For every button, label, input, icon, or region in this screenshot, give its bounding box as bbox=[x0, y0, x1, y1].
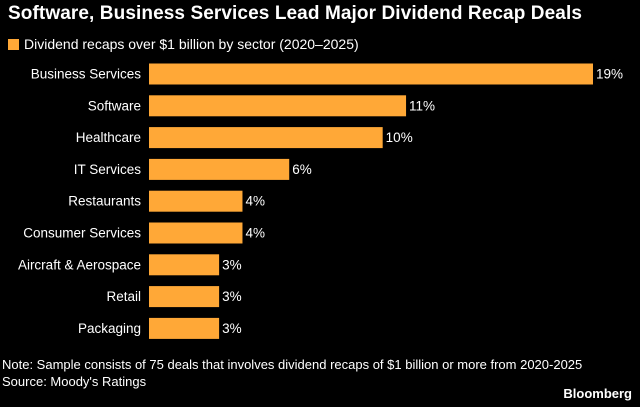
data-label: 11% bbox=[409, 98, 435, 113]
data-label: 3% bbox=[222, 321, 242, 336]
bar bbox=[149, 254, 220, 276]
legend-swatch bbox=[8, 38, 19, 50]
bar bbox=[149, 190, 243, 212]
data-label: 10% bbox=[386, 130, 413, 145]
bar bbox=[149, 222, 243, 244]
bar bbox=[149, 317, 220, 339]
category-label: Consumer Services bbox=[23, 226, 141, 241]
category-label: Aircraft & Aerospace bbox=[18, 257, 141, 272]
data-label: 6% bbox=[292, 162, 312, 177]
chart-source: Source: Moody's Ratings bbox=[2, 374, 147, 389]
bar bbox=[149, 63, 593, 85]
chart-title: Software, Business Services Lead Major D… bbox=[8, 3, 583, 24]
chart-note: Note: Sample consists of 75 deals that i… bbox=[2, 357, 583, 372]
bar bbox=[149, 158, 290, 180]
category-label: Restaurants bbox=[68, 194, 141, 209]
bar bbox=[149, 127, 383, 149]
category-label: Software bbox=[88, 98, 141, 113]
category-label: Packaging bbox=[78, 321, 141, 336]
category-label: Retail bbox=[106, 289, 141, 304]
bar bbox=[149, 95, 407, 117]
data-label: 19% bbox=[596, 67, 623, 82]
category-label: Healthcare bbox=[76, 130, 141, 145]
data-label: 3% bbox=[222, 289, 242, 304]
legend: Dividend recaps over $1 billion by secto… bbox=[8, 36, 359, 52]
data-label: 4% bbox=[245, 226, 265, 241]
category-label: IT Services bbox=[74, 162, 142, 177]
category-label: Business Services bbox=[31, 67, 142, 82]
legend-label: Dividend recaps over $1 billion by secto… bbox=[24, 36, 359, 52]
data-label: 3% bbox=[222, 257, 242, 272]
data-label: 4% bbox=[245, 194, 265, 209]
bloomberg-logo: Bloomberg bbox=[563, 386, 632, 401]
bar bbox=[149, 286, 220, 308]
